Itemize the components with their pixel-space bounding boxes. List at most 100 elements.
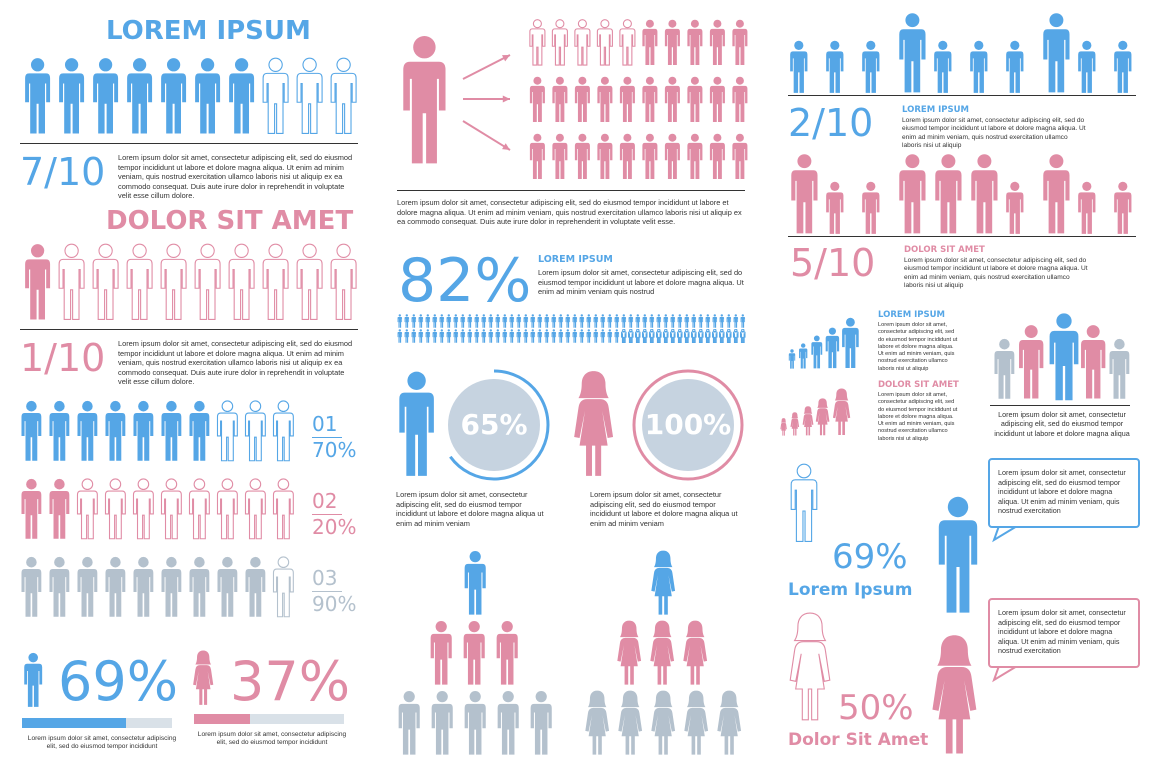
person-icon — [49, 478, 70, 539]
person-icon — [49, 400, 70, 461]
person-icon — [516, 329, 522, 343]
woman-icon — [651, 690, 676, 755]
person-icon — [537, 329, 543, 343]
woman-icon — [780, 418, 787, 436]
arrow-head — [502, 55, 510, 62]
person-icon — [430, 620, 452, 685]
person-icon — [418, 314, 424, 328]
person-icon — [24, 652, 43, 707]
person-icon — [330, 57, 357, 134]
person-icon — [842, 317, 859, 368]
male-label: Lorem Ipsum — [788, 580, 913, 600]
divider — [788, 95, 1136, 96]
person-icon — [705, 329, 711, 343]
person-icon — [732, 19, 748, 66]
person-icon — [460, 314, 466, 328]
person-icon — [635, 314, 641, 328]
person-icon — [607, 329, 613, 343]
person-icon — [586, 314, 592, 328]
woman-icon — [683, 620, 708, 685]
person-icon — [664, 76, 680, 123]
person-icon — [994, 338, 1015, 399]
person-icon — [709, 133, 725, 180]
left-bottom-pct-1: 69% — [58, 650, 179, 713]
person-icon — [229, 58, 255, 134]
middle-small-figures — [397, 314, 746, 343]
middle-circles — [399, 369, 744, 481]
person-icon — [21, 400, 42, 461]
woman-icon — [585, 690, 610, 755]
progress-circle-1-ring — [449, 369, 550, 481]
person-icon — [77, 400, 98, 461]
left-title-2: DOLOR SIT AMET — [106, 206, 354, 236]
person-icon — [411, 329, 417, 343]
person-icon — [463, 620, 485, 685]
divider — [20, 143, 358, 144]
person-icon — [432, 329, 438, 343]
person-icon — [439, 329, 445, 343]
arrow-line — [462, 120, 511, 151]
person-icon — [597, 133, 613, 180]
person-icon — [460, 329, 466, 343]
person-icon — [642, 19, 658, 66]
large-person-icon — [403, 35, 446, 164]
person-icon — [698, 314, 704, 328]
person-icon — [464, 690, 486, 755]
person-icon — [296, 243, 323, 320]
person-icon — [296, 57, 323, 134]
person-icon — [488, 329, 494, 343]
right-text-1: Lorem ipsum dolor sit amet, consectetur … — [902, 117, 1086, 150]
middle-pyramids — [398, 550, 742, 755]
right-heading-1: LOREM IPSUM — [902, 105, 969, 115]
circle-pct-2: 100% — [644, 408, 732, 441]
person-icon — [607, 314, 613, 328]
left-title-1: LOREM IPSUM — [106, 16, 311, 46]
person-icon — [330, 243, 357, 320]
middle-spread-figures — [403, 19, 748, 180]
left-bottom-text-2: Lorem ipsum dolor sit amet, consectetur … — [197, 731, 347, 747]
person-icon — [732, 76, 748, 123]
progress-circle-2-fill — [642, 379, 734, 471]
person-icon — [160, 478, 182, 540]
person-icon — [161, 400, 182, 461]
person-icon — [790, 40, 808, 93]
person-icon — [687, 76, 703, 123]
progress-bar-1 — [22, 718, 172, 728]
person-icon — [49, 556, 70, 617]
person-icon — [58, 243, 85, 320]
person-icon — [544, 314, 550, 328]
row-number-01: 01 — [312, 412, 338, 436]
person-icon — [574, 76, 590, 123]
left-row1-figures — [25, 57, 357, 134]
person-icon — [216, 478, 238, 540]
person-outline-icon — [790, 463, 818, 542]
middle-text-1: Lorem ipsum dolor sit amet, consectetur … — [397, 198, 742, 227]
woman-outline-icon — [789, 612, 831, 721]
person-icon — [216, 400, 238, 462]
person-icon — [105, 556, 126, 617]
person-icon — [25, 244, 51, 320]
person-icon — [970, 40, 988, 93]
person-icon — [398, 690, 420, 755]
person-icon — [397, 329, 403, 343]
arrow-line — [462, 54, 511, 80]
person-icon — [656, 314, 662, 328]
person-icon — [481, 314, 487, 328]
divider — [397, 190, 745, 191]
middle-text-2: Lorem ipsum dolor sit amet, consectetur … — [538, 268, 744, 297]
person-icon — [670, 314, 676, 328]
progress-fill-2 — [194, 714, 250, 724]
circle-pct-1: 65% — [460, 408, 528, 441]
person-icon — [663, 329, 669, 343]
progress-circle-2-ring — [632, 369, 744, 481]
person-icon — [574, 133, 590, 180]
person-icon — [516, 314, 522, 328]
person-icon — [195, 58, 221, 134]
person-icon — [628, 314, 634, 328]
circle-text-2: Lorem ipsum dolor sit amet, consectetur … — [590, 490, 738, 528]
person-icon — [619, 133, 635, 180]
person-icon — [133, 556, 154, 617]
person-icon — [726, 314, 732, 328]
row-pct-03: 90% — [312, 592, 357, 616]
person-icon — [642, 314, 648, 328]
